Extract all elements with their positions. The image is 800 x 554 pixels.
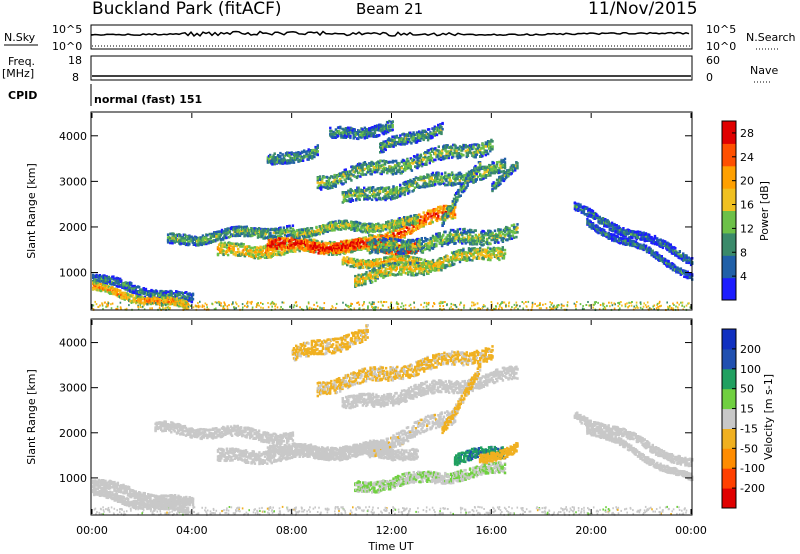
velocity-ylabel: Slant Range [km] [25, 369, 38, 465]
y-tick-label: 1000 [59, 267, 87, 280]
colorbar-tick-label: -50 [740, 442, 758, 455]
x-axis-label: Time UT [367, 540, 413, 553]
echo-band [586, 217, 694, 281]
freq-unit: [MHz] [2, 67, 34, 80]
x-tick-label: 04:00 [176, 524, 208, 537]
colorbar-tick-label: 20 [740, 175, 754, 188]
power-colorbar: 4 8 12 16 20 24 28 [721, 120, 754, 301]
echo-band [291, 214, 419, 240]
echo-band [92, 478, 195, 507]
echo-band [154, 420, 295, 445]
y-tick-label: 3000 [59, 382, 87, 395]
colorbar-tick-label: 12 [740, 222, 754, 235]
nsky-top-tick: 10^5 [52, 23, 82, 36]
power-colorbar-label: Power [dB] [758, 181, 771, 241]
y-tick-label: 4000 [59, 337, 87, 350]
echo-band [166, 224, 295, 247]
freq-strip-frame [90, 55, 693, 81]
power-panel: 1000 2000 3000 4000 Slant Range [km] [25, 111, 694, 311]
colorbar-tick-label: 28 [740, 127, 754, 140]
velocity-colorbar: -200 -100 -50 -15 15 50 100 200 [721, 328, 765, 509]
nsky-label: N.Sky [4, 31, 36, 44]
power-ylabel: Slant Range [km] [25, 163, 38, 259]
cpid-text: normal (fast) 151 [94, 93, 202, 106]
echo-band [92, 487, 190, 515]
colorbar-tick-label: 24 [740, 151, 754, 164]
echo-band [586, 426, 694, 482]
colorbar-tick-label: 15 [740, 403, 754, 416]
echo-band [316, 138, 494, 191]
nave-label: Nave [750, 64, 778, 77]
power-echo-layer [92, 119, 694, 311]
velocity-panel: 1000 2000 3000 4000 Slant Range [km] [25, 318, 694, 516]
echo-band [291, 324, 369, 362]
x-tick-label: 20:00 [575, 524, 607, 537]
velocity-echo-layer [92, 324, 694, 516]
colorbar-tick-label: 200 [740, 343, 761, 356]
colorbar-tick-label: 100 [740, 363, 761, 376]
colorbar-tick-label: 16 [740, 199, 754, 212]
echo-band [329, 119, 394, 141]
x-tick-label: 00:00 [76, 524, 108, 537]
echo-band [266, 442, 419, 462]
echo-band [478, 442, 519, 464]
y-tick-label: 4000 [59, 130, 87, 143]
nsearch-top-tick: 10^5 [706, 23, 736, 36]
x-tick-label: 16:00 [475, 524, 507, 537]
echo-band [354, 461, 507, 494]
x-tick-label: 00:00 [675, 524, 707, 537]
velocity-colorbar-label: Velocity [m s-1] [762, 374, 775, 460]
colorbar-tick-label: 8 [740, 246, 747, 259]
colorbar-tick-label: -100 [740, 462, 765, 475]
beam-label: Beam 21 [356, 0, 423, 18]
x-tick-label: 08:00 [276, 524, 308, 537]
echo-band [441, 161, 482, 227]
nsearch-bottom-tick: 10^0 [706, 40, 736, 53]
freq-top-tick: 18 [68, 54, 82, 67]
echo-band [316, 345, 494, 398]
y-tick-label: 1000 [59, 472, 87, 485]
nave-top-tick: 60 [706, 54, 720, 67]
x-tick-label: 12:00 [376, 524, 408, 537]
echo-band [441, 362, 482, 435]
echo-band [491, 161, 519, 193]
echo-band [573, 411, 694, 468]
nsky-bottom-tick: 10^0 [52, 40, 82, 53]
echo-band [573, 201, 694, 267]
power-panel-frame [90, 111, 693, 311]
freq-label: Freq. [8, 55, 35, 68]
nsearch-label: N.Search [746, 31, 796, 44]
date-label: 11/Nov/2015 [588, 0, 698, 19]
y-tick-label: 2000 [59, 221, 87, 234]
y-tick-label: 3000 [59, 175, 87, 188]
noise-strip-frame [90, 24, 693, 50]
colorbar-tick-label: 50 [740, 383, 754, 396]
colorbar-tick-label: -200 [740, 482, 765, 495]
echo-band [354, 246, 507, 288]
nsky-trace [91, 30, 690, 37]
colorbar-tick-label: 4 [740, 270, 747, 283]
echo-band [366, 223, 519, 255]
site-title: Buckland Park (fitACF) [92, 0, 282, 19]
freq-bottom-tick: 8 [72, 71, 79, 84]
nave-bottom-tick: 0 [706, 71, 713, 84]
echo-band [266, 144, 319, 166]
cpid-label: CPID [8, 89, 37, 102]
velocity-panel-frame [90, 318, 693, 516]
y-tick-label: 2000 [59, 427, 87, 440]
colorbar-tick-label: -15 [740, 422, 758, 435]
echo-band [379, 121, 444, 154]
